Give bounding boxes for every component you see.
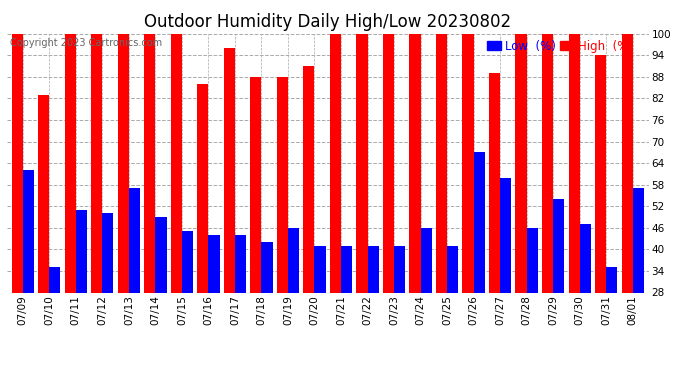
Bar (421, 228, 432, 375)
Bar (118, 34, 129, 375)
Legend: Low  (%), High  (%): Low (%), High (%) (487, 40, 633, 53)
Bar (330, 34, 341, 375)
Bar (38, 95, 49, 375)
Bar (409, 34, 421, 375)
Bar (197, 84, 208, 375)
Bar (235, 235, 246, 375)
Bar (595, 56, 607, 375)
Bar (447, 246, 458, 375)
Bar (580, 224, 591, 375)
Bar (500, 177, 511, 375)
Bar (462, 34, 473, 375)
Bar (526, 228, 538, 375)
Bar (49, 267, 61, 375)
Bar (23, 170, 34, 375)
Bar (368, 246, 379, 375)
Bar (489, 73, 500, 375)
Bar (91, 34, 102, 375)
Bar (12, 34, 23, 375)
Bar (250, 77, 262, 375)
Bar (304, 66, 315, 375)
Bar (436, 34, 447, 375)
Bar (607, 267, 618, 375)
Bar (553, 199, 564, 375)
Bar (144, 34, 155, 375)
Bar (288, 228, 299, 375)
Bar (76, 210, 87, 375)
Bar (102, 213, 113, 375)
Bar (622, 34, 633, 375)
Title: Outdoor Humidity Daily High/Low 20230802: Outdoor Humidity Daily High/Low 20230802 (144, 13, 511, 31)
Bar (341, 246, 352, 375)
Bar (542, 34, 553, 375)
Bar (208, 235, 219, 375)
Bar (473, 152, 485, 375)
Bar (277, 77, 288, 375)
Bar (129, 188, 140, 375)
Bar (383, 34, 394, 375)
Bar (262, 242, 273, 375)
Bar (315, 246, 326, 375)
Bar (394, 246, 405, 375)
Bar (170, 34, 182, 375)
Text: Copyright 2023 Cartronics.com: Copyright 2023 Cartronics.com (10, 38, 162, 48)
Bar (65, 34, 76, 375)
Bar (182, 231, 193, 375)
Bar (515, 34, 526, 375)
Bar (569, 34, 580, 375)
Bar (155, 217, 166, 375)
Bar (224, 48, 235, 375)
Bar (357, 34, 368, 375)
Bar (633, 188, 644, 375)
